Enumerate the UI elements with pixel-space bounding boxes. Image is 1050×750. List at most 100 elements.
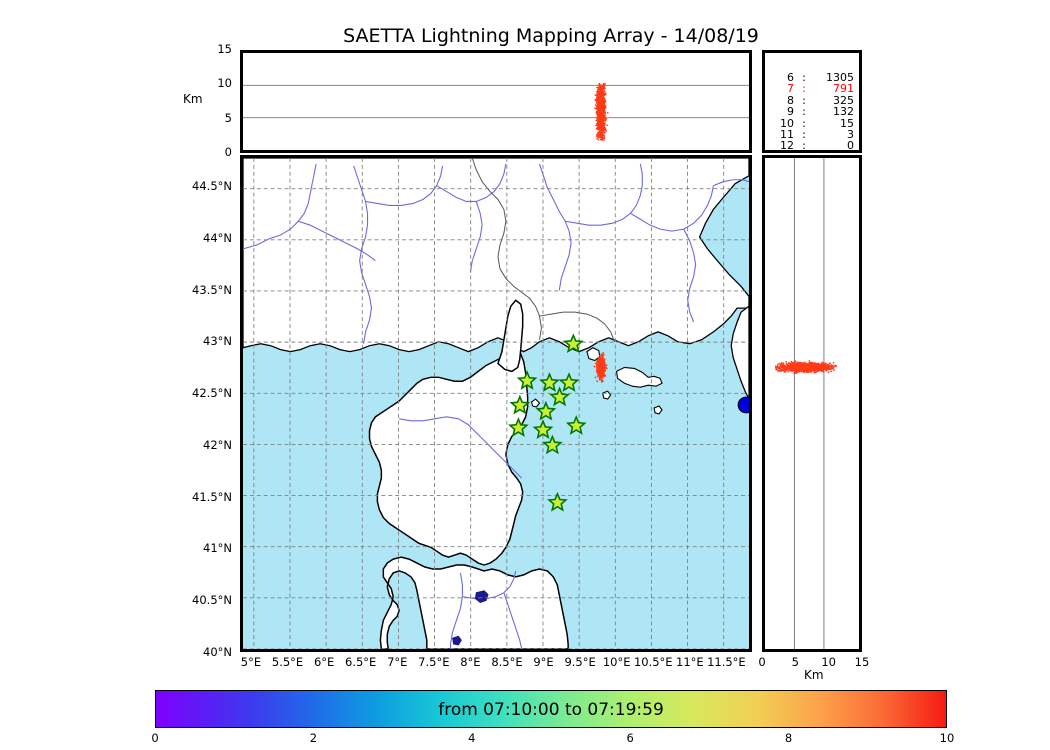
saetta-station-marker bbox=[539, 372, 560, 392]
map-latitude-tick: 40.5°N bbox=[192, 593, 232, 608]
station-count-row: 11: 3 bbox=[766, 128, 858, 142]
map-longitude-tick: 11°E bbox=[676, 655, 704, 669]
station-count-row: 9: 132 bbox=[766, 105, 858, 119]
side-panel-xtick: 5 bbox=[791, 655, 799, 669]
side-panel-axis-label: Km bbox=[804, 668, 824, 682]
map-longitude-tick: 6.5°E bbox=[345, 655, 377, 669]
map-latitude-tick: 43.5°N bbox=[192, 282, 232, 297]
lake-a bbox=[474, 590, 489, 604]
station-count-key: 6 bbox=[787, 71, 794, 84]
colorbar-tick: 4 bbox=[468, 731, 476, 745]
cap-corse bbox=[497, 299, 524, 373]
map-latitude-tick: 44.5°N bbox=[192, 179, 232, 194]
station-count-value: 791 bbox=[833, 82, 854, 96]
mainland-europe-landmass bbox=[243, 158, 749, 353]
time-colorbar[interactable] bbox=[155, 690, 947, 728]
map-longitude-tick: 10°E bbox=[602, 655, 631, 669]
saetta-station-marker bbox=[541, 434, 563, 455]
saetta-station-marker bbox=[516, 370, 538, 390]
saetta-station-marker bbox=[549, 386, 571, 407]
saetta-station-marker bbox=[509, 394, 531, 415]
political-borders bbox=[471, 158, 616, 342]
station-count-separator: : bbox=[802, 139, 806, 153]
saetta-station-marker bbox=[547, 491, 568, 512]
island-islet-e bbox=[530, 398, 541, 408]
saetta-station-marker bbox=[562, 333, 584, 354]
island-islet-d bbox=[653, 405, 663, 415]
lightning-source-cluster bbox=[593, 352, 608, 383]
top-panel-ytick-10: 10 bbox=[217, 76, 232, 90]
colorbar-caption: from 07:10:00 to 07:19:59 bbox=[438, 700, 664, 720]
latitude-altitude-panel bbox=[762, 155, 862, 652]
map-longitude-tick: 5°E bbox=[240, 655, 262, 669]
station-count-row: 10: 15 bbox=[766, 116, 858, 130]
blue-location-marker bbox=[737, 396, 749, 414]
station-count-key: 8 bbox=[787, 93, 794, 107]
station-count-value: 325 bbox=[833, 93, 854, 107]
station-count-value: 3 bbox=[847, 128, 854, 142]
colorbar-tick: 6 bbox=[626, 731, 634, 745]
station-count-key: 11 bbox=[780, 128, 794, 142]
map-longitude-tick: 7.5°E bbox=[418, 655, 450, 669]
saetta-station-markers bbox=[507, 333, 587, 512]
station-count-list: 6: 1305 7: 791 8: 325 9: 132 10: 15 11: 3 12: 0 bbox=[766, 72, 858, 152]
station-count-row: 6: 1305 bbox=[766, 71, 858, 84]
map-longitude-tick: 11.5°E bbox=[707, 655, 746, 669]
map-longitude-tick: 9.5°E bbox=[564, 655, 596, 669]
station-count-key: 12 bbox=[780, 139, 794, 153]
saetta-station-marker bbox=[558, 372, 580, 392]
map-latitude-tick: 41.5°N bbox=[192, 489, 232, 504]
saetta-station-marker bbox=[507, 417, 529, 437]
map-latitude-tick: 43°N bbox=[203, 334, 232, 349]
station-count-row: 7: 791 bbox=[766, 82, 858, 96]
station-count-key: 9 bbox=[787, 105, 794, 119]
station-count-value: 132 bbox=[833, 105, 854, 119]
saetta-station-marker bbox=[532, 419, 554, 439]
map-latitude-tick: 42.5°N bbox=[192, 386, 232, 401]
colorbar-tick: 0 bbox=[151, 731, 159, 745]
station-count-separator: : bbox=[802, 93, 806, 107]
station-count-value: 1305 bbox=[826, 71, 854, 84]
station-count-row: 8: 325 bbox=[766, 93, 858, 107]
corsica-landmass bbox=[368, 350, 529, 566]
figure-title: SAETTA Lightning Mapping Array - 14/08/1… bbox=[343, 25, 759, 47]
map-longitude-tick: 6°E bbox=[313, 655, 335, 669]
colorbar-tick: 2 bbox=[309, 731, 318, 745]
station-count-row: 12: 0 bbox=[766, 139, 858, 153]
map-longitude-tick: 10.5°E bbox=[633, 655, 673, 669]
map-longitude-tick: 8.5°E bbox=[491, 655, 523, 669]
colorbar-tick: 10 bbox=[939, 731, 955, 745]
map-graticule bbox=[243, 158, 749, 649]
latitude-altitude-plot bbox=[775, 158, 838, 649]
station-count-separator: : bbox=[802, 82, 806, 96]
map-latitude-tick: 42°N bbox=[203, 437, 232, 452]
map-longitude-tick: 9°E bbox=[533, 655, 554, 669]
station-count-separator: : bbox=[802, 116, 806, 130]
top-panel-ytick-0: 0 bbox=[224, 145, 232, 159]
station-count-key: 7 bbox=[787, 82, 794, 96]
top-panel-axis-label: Km bbox=[183, 92, 203, 106]
station-count-value: 15 bbox=[840, 116, 854, 130]
map-longitude-tick: 8°E bbox=[460, 655, 481, 669]
map-latitude-tick: 41°N bbox=[203, 541, 232, 556]
station-count-separator: : bbox=[802, 128, 806, 142]
italy-coast-detail bbox=[730, 305, 749, 400]
station-count-separator: : bbox=[802, 105, 806, 119]
map-longitude-tick: 7°E bbox=[387, 655, 408, 669]
station-count-key: 10 bbox=[780, 116, 794, 130]
side-panel-xtick: 15 bbox=[854, 655, 870, 669]
top-panel-ytick-5: 5 bbox=[224, 111, 232, 125]
saetta-station-marker bbox=[535, 400, 557, 421]
lake-b bbox=[452, 635, 462, 646]
altitude-longitude-plot bbox=[243, 82, 749, 141]
station-count-separator: : bbox=[802, 71, 806, 84]
map-plot bbox=[243, 158, 749, 649]
side-panel-xtick: 0 bbox=[758, 655, 766, 669]
island-islet-a bbox=[615, 366, 663, 388]
map-latitude-tick: 44°N bbox=[203, 230, 232, 245]
station-count-legend-panel bbox=[762, 50, 862, 153]
map-panel bbox=[240, 155, 752, 652]
station-count-value: 0 bbox=[847, 139, 854, 153]
colorbar-tick: 8 bbox=[784, 731, 793, 745]
